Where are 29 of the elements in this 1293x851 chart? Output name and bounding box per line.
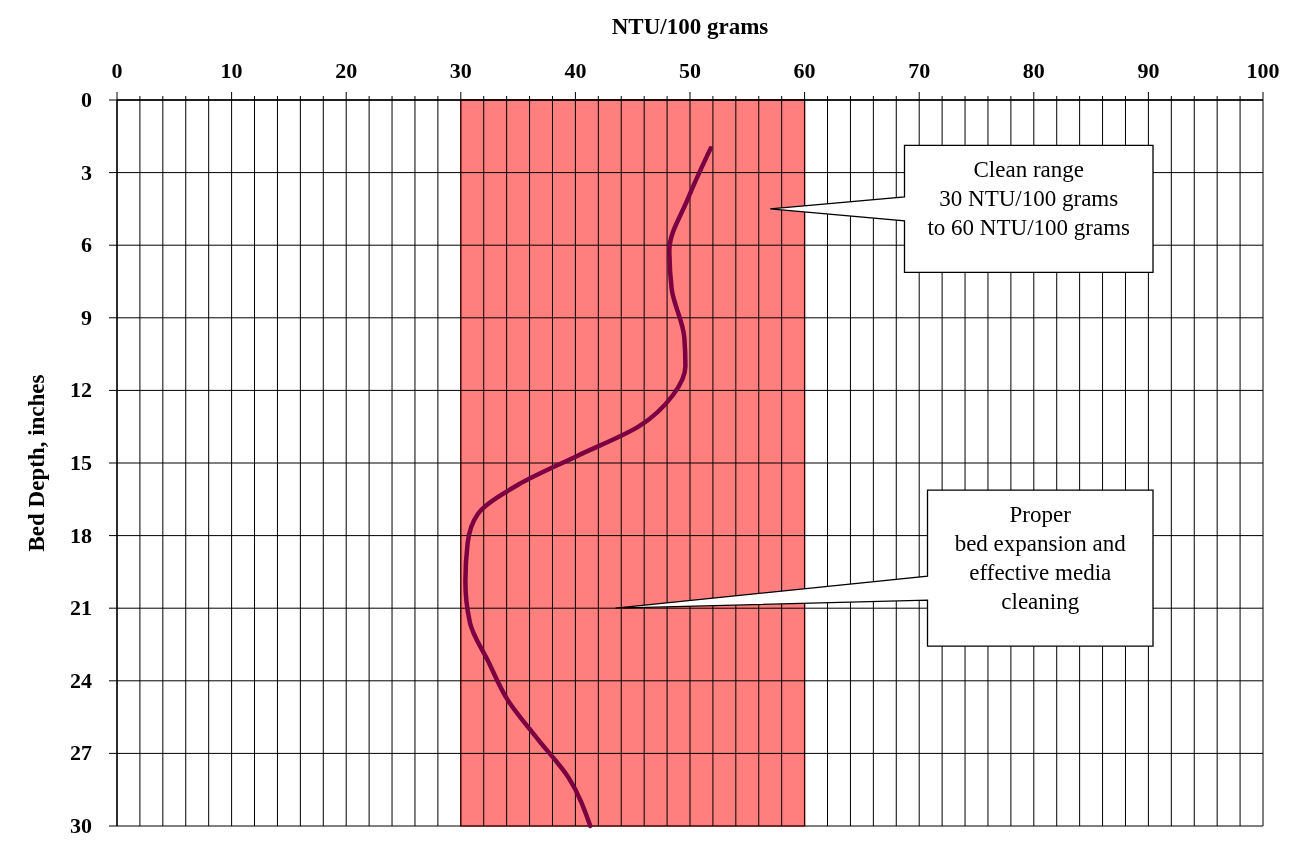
line-series — [463, 146, 713, 829]
y-axis-title: Bed Depth, inches — [24, 374, 49, 552]
x-tick-label: 100 — [1246, 58, 1280, 83]
y-tick-label: 24 — [70, 667, 92, 693]
annotation: Proper bed expansion and effective media cleaning — [954, 502, 1127, 615]
x-tick-label: 0 — [111, 58, 123, 83]
y-tick-label: 6 — [81, 232, 92, 258]
y-tick-label: 18 — [70, 522, 92, 548]
x-tick-label: 50 — [679, 58, 701, 83]
x-tick-label: 90 — [1137, 58, 1160, 83]
y-tick-label: 21 — [70, 595, 92, 621]
x-tick-label: 10 — [220, 58, 243, 83]
callout-box: Clean range 30 NTU/100 grams to 60 NTU/100 grams — [769, 144, 1154, 274]
x-tick-label: 20 — [335, 58, 358, 83]
x-tick-label: 80 — [1022, 58, 1045, 83]
y-tick-label: 12 — [70, 377, 92, 403]
x-tick-label: 30 — [449, 58, 472, 83]
callout-box: Proper bed expansion and effective media cleaning — [614, 489, 1154, 647]
y-tick-label: 3 — [81, 159, 92, 185]
y-tick-label: 27 — [70, 740, 92, 766]
x-tick-label: 70 — [908, 58, 931, 83]
x-tick-label: 40 — [564, 58, 587, 83]
y-tick-label: 0 — [81, 87, 92, 112]
x-tick-label: 60 — [793, 58, 816, 83]
y-tick-label: 15 — [70, 450, 92, 475]
y-tick-label: 30 — [70, 813, 92, 838]
annotation: Clean range 30 NTU/100 grams to 60 NTU/100 grams — [927, 157, 1131, 241]
y-tick-label: 9 — [81, 304, 92, 330]
x-axis-title: NTU/100 grams — [611, 14, 769, 39]
